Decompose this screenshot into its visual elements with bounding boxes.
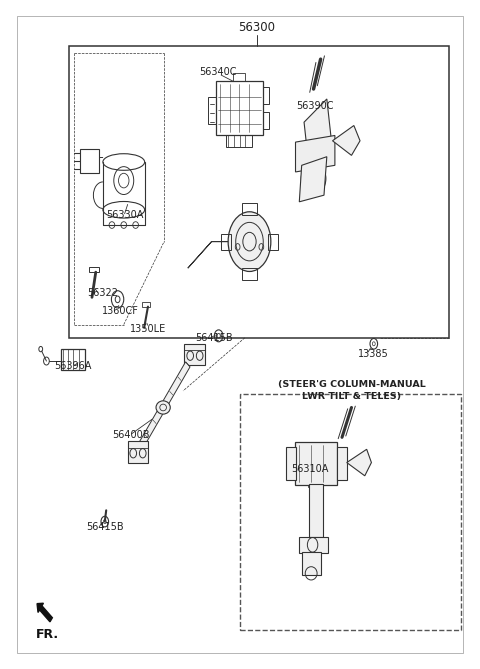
- Bar: [142, 302, 150, 306]
- Polygon shape: [296, 135, 335, 172]
- Bar: [61, 349, 85, 371]
- Text: 56400B: 56400B: [112, 430, 149, 440]
- Text: 56322: 56322: [87, 288, 118, 298]
- Bar: [216, 81, 263, 135]
- Bar: [80, 149, 99, 173]
- Bar: [128, 442, 148, 462]
- Bar: [69, 46, 449, 338]
- Text: (STEER'G COLUMN-MANUAL: (STEER'G COLUMN-MANUAL: [277, 381, 425, 389]
- Polygon shape: [136, 362, 190, 453]
- Bar: [295, 442, 337, 485]
- Text: 56340C: 56340C: [200, 68, 237, 78]
- Bar: [208, 97, 216, 124]
- Bar: [242, 268, 257, 280]
- Text: 56310A: 56310A: [291, 464, 329, 474]
- Bar: [89, 267, 98, 272]
- Bar: [242, 203, 257, 215]
- Text: 56330A: 56330A: [106, 210, 144, 220]
- Bar: [286, 447, 296, 480]
- Text: 56415B: 56415B: [86, 522, 123, 532]
- Text: 56415B: 56415B: [195, 332, 232, 343]
- Bar: [226, 135, 252, 147]
- Bar: [184, 344, 205, 365]
- FancyArrow shape: [37, 603, 52, 622]
- Polygon shape: [333, 126, 360, 155]
- Text: 56390C: 56390C: [296, 100, 334, 110]
- Text: 13385: 13385: [358, 349, 388, 359]
- Bar: [240, 394, 461, 630]
- Ellipse shape: [228, 212, 271, 272]
- Bar: [263, 87, 269, 104]
- Bar: [221, 233, 230, 250]
- Bar: [337, 447, 347, 480]
- Text: 56300: 56300: [238, 21, 275, 34]
- Ellipse shape: [301, 163, 326, 195]
- Polygon shape: [304, 99, 332, 165]
- Polygon shape: [300, 157, 327, 202]
- Text: 56396A: 56396A: [54, 361, 91, 371]
- Text: LWR TILT & TELES): LWR TILT & TELES): [302, 392, 401, 401]
- Bar: [268, 233, 278, 250]
- Bar: [263, 112, 269, 129]
- Text: 1360CF: 1360CF: [101, 306, 138, 316]
- Text: 1350LE: 1350LE: [130, 324, 166, 334]
- Bar: [309, 484, 323, 537]
- Bar: [300, 537, 328, 553]
- Bar: [233, 73, 245, 81]
- Bar: [301, 552, 321, 575]
- Text: FR.: FR.: [36, 628, 59, 641]
- Polygon shape: [347, 450, 372, 476]
- Ellipse shape: [156, 401, 170, 414]
